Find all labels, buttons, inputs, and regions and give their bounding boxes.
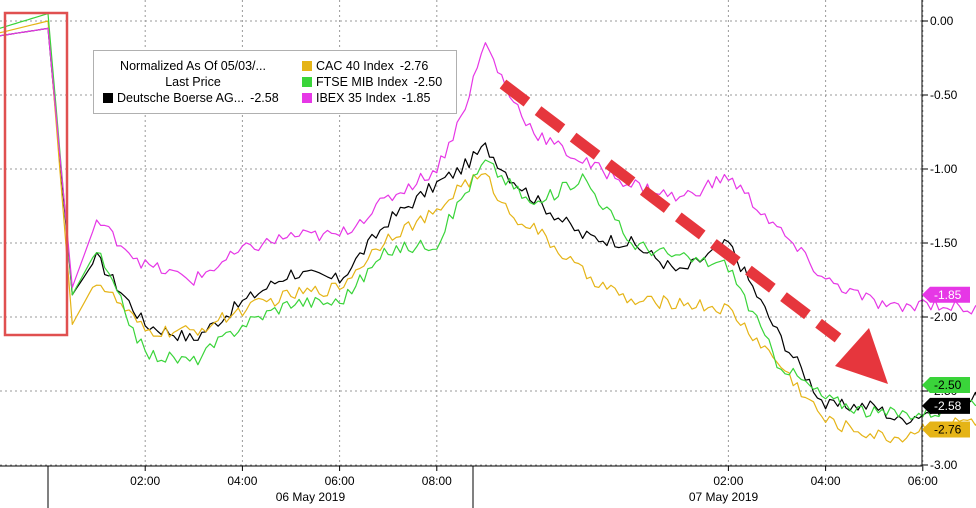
series-line-3 xyxy=(0,27,976,315)
legend-entry-ibex-35: IBEX 35 Index -1.85 xyxy=(302,91,430,105)
legend-value: -2.76 xyxy=(399,59,429,73)
annotations xyxy=(3,11,888,384)
last-value-tag-3 xyxy=(922,286,970,303)
date-labels: 06 May 2019 07 May 2019 xyxy=(276,490,759,504)
series-layer xyxy=(0,13,976,444)
last-value-tag-label: -2.76 xyxy=(934,422,962,436)
legend-value: -1.85 xyxy=(401,91,431,105)
y-ticks: 0.00-0.50-1.00-1.50-2.00-2.50-3.00 xyxy=(922,14,958,472)
legend-label: IBEX 35 Index xyxy=(316,91,396,105)
legend-value: -2.50 xyxy=(413,75,443,89)
legend-swatch xyxy=(302,61,312,71)
x-tick-label: 04:00 xyxy=(811,474,841,488)
y-tick-label: -0.50 xyxy=(930,88,958,102)
x-tick-label: 06:00 xyxy=(908,474,938,488)
x-tick-label: 02:00 xyxy=(713,474,743,488)
legend-title-line-2: Last Price xyxy=(165,75,221,89)
legend: Normalized As Of 05/03/... Last Price De… xyxy=(93,50,457,114)
axes xyxy=(0,0,923,508)
legend-label: CAC 40 Index xyxy=(316,59,394,73)
y-tick-label: 0.00 xyxy=(930,14,954,28)
legend-swatch xyxy=(302,77,312,87)
last-value-tag-2 xyxy=(922,377,970,394)
last-value-tags: -2.50 -2.58 -2.76 -1.85 xyxy=(922,286,970,438)
legend-label: FTSE MIB Index xyxy=(316,75,408,89)
x-tick-label: 04:00 xyxy=(227,474,257,488)
x-tick-label: 08:00 xyxy=(422,474,452,488)
x-tick-label: 02:00 xyxy=(130,474,160,488)
date-label: 07 May 2019 xyxy=(689,490,759,504)
downtrend-arrow-head xyxy=(835,328,888,384)
grid-lines xyxy=(0,0,924,466)
legend-entry-cac-40: CAC 40 Index -2.76 xyxy=(302,59,428,73)
legend-title-line-1: Normalized As Of 05/03/... xyxy=(120,59,266,73)
y-tick-label: -1.00 xyxy=(930,162,958,176)
x-tick-label: 06:00 xyxy=(325,474,355,488)
date-label: 06 May 2019 xyxy=(276,490,346,504)
series-line-2 xyxy=(0,13,976,420)
highlight-box xyxy=(3,11,69,337)
legend-entry-deutsche-boerse: Deutsche Boerse AG... -2.58 xyxy=(103,91,279,105)
legend-swatch xyxy=(302,93,312,103)
y-tick-label: -1.50 xyxy=(930,236,958,250)
y-tick-label: -3.00 xyxy=(930,458,958,472)
legend-swatch xyxy=(103,93,113,103)
last-value-tag-label: -1.85 xyxy=(934,288,962,302)
legend-entry-ftse-mib: FTSE MIB Index -2.50 xyxy=(302,75,442,89)
series-line-1 xyxy=(0,20,976,444)
legend-value: -2.58 xyxy=(250,91,279,105)
last-value-tag-0 xyxy=(922,397,970,414)
last-value-tag-1 xyxy=(922,421,970,438)
last-value-tag-label: -2.50 xyxy=(934,378,962,392)
y-tick-label: -2.00 xyxy=(930,310,958,324)
legend-label: Deutsche Boerse AG... xyxy=(117,91,245,105)
last-value-tag-label: -2.58 xyxy=(934,399,962,413)
downtrend-arrow-shaft xyxy=(499,79,842,343)
